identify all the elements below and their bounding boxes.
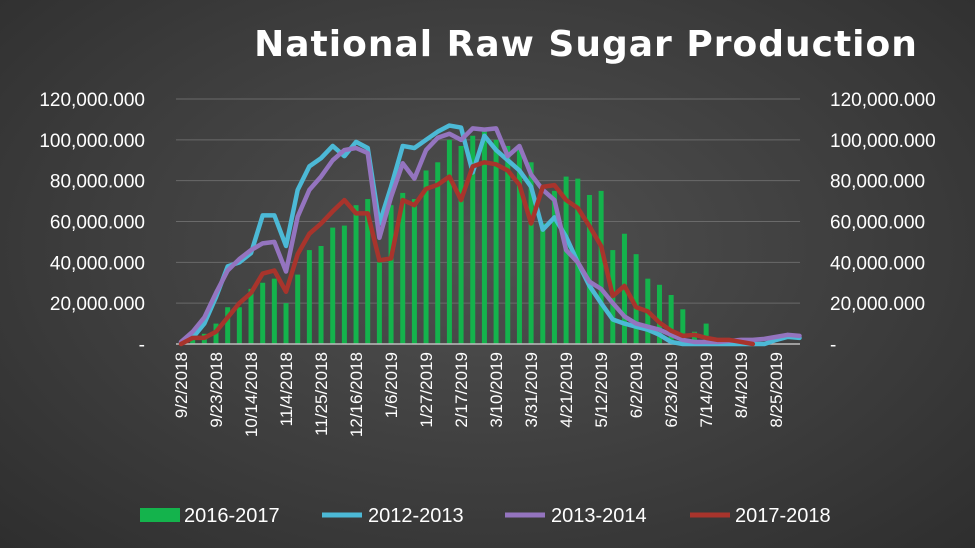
line-2017-2018 (178, 160, 756, 347)
legend: 2016-2017 2012-2013 2013-2014 2017-2018 (140, 505, 831, 527)
y-tick-label: 100,000.000 (39, 131, 145, 152)
legend-label-2017-2018: 2017-2018 (735, 505, 831, 527)
x-tick-label: 1/6/2019 (382, 352, 401, 418)
bar (388, 205, 394, 344)
bar (295, 274, 301, 344)
bar (330, 227, 336, 344)
bar (411, 199, 417, 344)
y-axis-right: - 20,000.000 40,000.000 60,000.000 80,000.00… (830, 90, 936, 356)
bar (353, 205, 359, 344)
x-axis: 9/2/2018 9/23/2018 10/14/2018 11/4/2018 11/2… (172, 352, 786, 437)
bar (505, 145, 511, 344)
x-tick-label: 7/14/2019 (697, 352, 716, 428)
y-tick-label-right: 20,000.000 (830, 294, 925, 315)
bar (598, 190, 604, 344)
y-tick-label-right: 100,000.000 (830, 131, 936, 152)
x-tick-label: 9/2/2018 (172, 352, 191, 418)
x-tick-label: 8/25/2019 (767, 352, 786, 428)
bar (656, 284, 662, 344)
bar (365, 199, 371, 344)
legend-label-2013-2014: 2013-2014 (551, 505, 647, 527)
x-tick-label: 6/23/2019 (662, 352, 681, 428)
y-tick-label-right: 60,000.000 (830, 213, 925, 234)
y-tick-label: - (139, 335, 145, 356)
bar (458, 145, 464, 344)
bar (260, 282, 266, 344)
bar (423, 170, 429, 344)
y-tick-label: 60,000.000 (50, 213, 145, 234)
y-tick-label: 120,000.000 (39, 90, 145, 111)
bar (691, 331, 697, 344)
legend-label-2012-2013: 2012-2013 (368, 505, 464, 527)
bar (318, 246, 324, 344)
bar (446, 139, 452, 344)
y-tick-label-right: 80,000.000 (830, 172, 925, 193)
bar (190, 337, 196, 344)
x-tick-label: 2/17/2019 (452, 352, 471, 428)
y-tick-label: 80,000.000 (50, 172, 145, 193)
y-tick-label: 20,000.000 (50, 294, 145, 315)
bar (271, 278, 277, 344)
chart-title: National Raw Sugar Production (254, 24, 918, 65)
bar (283, 303, 289, 344)
bar (400, 192, 406, 344)
bar (551, 190, 557, 344)
legend-label-2016-2017: 2016-2017 (184, 505, 280, 527)
bar (493, 139, 499, 344)
x-tick-label: 9/23/2018 (207, 352, 226, 428)
bar (528, 162, 534, 344)
x-tick-label: 6/2/2019 (627, 352, 646, 418)
legend-swatch-2016-2017 (140, 508, 180, 522)
y-tick-label-right: 40,000.000 (830, 253, 925, 274)
x-tick-label: 8/4/2019 (732, 352, 751, 418)
bar-series (190, 127, 709, 344)
bar (341, 225, 347, 344)
bar (586, 194, 592, 344)
y-tick-label: 40,000.000 (50, 253, 145, 274)
x-tick-label: 5/12/2019 (592, 352, 611, 428)
bar (563, 176, 569, 344)
bar (376, 262, 382, 344)
x-tick-label: 10/14/2018 (242, 352, 261, 437)
line-2013-2014 (178, 126, 802, 345)
bar (236, 307, 242, 344)
x-tick-label: 3/31/2019 (522, 352, 541, 428)
x-tick-label: 3/10/2019 (487, 352, 506, 428)
bar (516, 150, 522, 344)
bar (470, 135, 476, 344)
y-tick-label-right: 120,000.000 (830, 90, 936, 111)
y-axis-left: - 20,000.000 40,000.000 60,000.000 80,000.00… (39, 90, 145, 356)
x-tick-label: 1/27/2019 (417, 352, 436, 428)
bar (225, 307, 231, 344)
x-tick-label: 11/4/2018 (277, 352, 296, 426)
line-series (178, 123, 802, 347)
bar (306, 250, 312, 344)
bar (481, 127, 487, 344)
bar (540, 223, 546, 344)
bar (435, 162, 441, 344)
bar (668, 295, 674, 344)
bar (248, 288, 254, 344)
x-tick-label: 12/16/2018 (347, 352, 366, 437)
bar (680, 309, 686, 344)
x-tick-label: 11/25/2018 (312, 352, 331, 436)
x-tick-label: 4/21/2019 (557, 352, 576, 428)
bar (703, 323, 709, 344)
y-tick-label-right: - (830, 335, 836, 356)
bar (633, 254, 639, 344)
